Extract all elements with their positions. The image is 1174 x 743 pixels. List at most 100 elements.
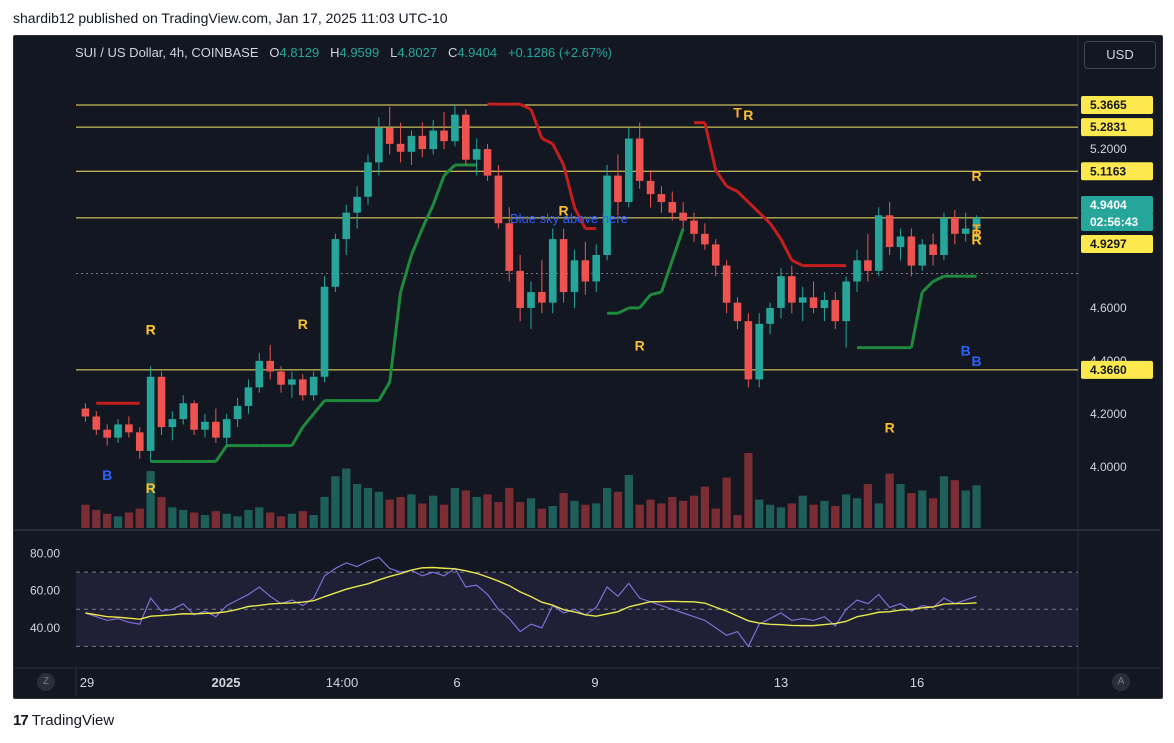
candle-body [125,424,133,433]
level-price-label-bg [1081,162,1153,181]
candle-body [548,239,557,303]
high-label: H [330,45,340,60]
volume-bar [928,498,938,528]
supertrend-segment [650,290,662,297]
currency-button[interactable]: USD [1084,41,1156,69]
volume-bar [200,515,210,528]
supertrend-segment [541,137,554,146]
chart-frame[interactable] [13,35,1163,699]
time-tick-label: 2025 [212,675,241,690]
volume-bar [592,503,601,528]
candle-body [81,408,90,417]
candle-body [429,130,437,150]
candle-body [918,244,927,266]
candle-body [581,260,590,282]
volume-bar [211,511,220,528]
candle-body [451,114,459,142]
volume-bar [342,468,351,528]
signal-label: R [972,168,982,184]
volume-bar [679,500,688,528]
signal-label: B [102,467,112,483]
close-value: 4.9404 [457,45,498,60]
volume-bar [646,499,655,528]
candle-body [538,292,546,303]
candle-body [527,292,535,308]
supertrend-segment [410,227,424,256]
volume-bar [320,496,329,528]
candle-body [733,302,742,322]
candle-body [874,215,883,271]
candle-body [103,429,111,438]
signal-label: R [635,337,645,353]
candle-body [646,180,655,195]
time-tick-label: 16 [910,675,924,690]
supertrend-segment [573,206,587,230]
signal-label: R [743,107,753,123]
current-price-label-bg [1081,213,1153,231]
candle-body [277,371,285,385]
symbol-legend: SUI / US Dollar, 4h, COINBASE O4.8129 H4… [75,45,612,60]
candle-body [570,260,579,293]
candle-body [755,323,764,380]
candle-body [798,297,807,303]
chart-annotation: Blue sky above here [510,211,628,226]
supertrend-segment [725,184,739,193]
volume-bar [624,474,633,528]
candle-body [461,114,470,160]
volume-bar [581,504,590,528]
candle-body [233,405,242,420]
volume-bar [516,502,525,528]
high-value: 4.9599 [339,45,380,60]
supertrend-segment [377,381,392,402]
candle-body [744,321,753,380]
supertrend-segment [747,200,761,214]
rsi-tick-label: 40.00 [30,621,60,635]
volume-bar [266,512,275,528]
time-tick-label: 13 [774,675,788,690]
candle-body [266,360,274,372]
candle-body [657,194,666,203]
candle-body [961,228,970,234]
candle-body [483,149,492,176]
volume-bar [570,500,579,528]
volume-bar [559,493,568,528]
volume-bar [907,493,916,528]
supertrend-segment [921,280,935,294]
signal-label: B [961,343,971,359]
volume-bar [450,487,460,528]
candle-body [146,376,155,451]
supertrend-segment [791,258,804,267]
z-button[interactable]: Z [37,673,55,691]
candle-body [244,387,253,406]
volume-bar [885,473,894,528]
candle-body [190,403,198,430]
volume-bar [255,507,264,528]
volume-bar [331,476,340,528]
level-price-label: 4.9297 [1090,237,1127,251]
volume-bar [472,496,481,528]
volume-bar [461,490,470,528]
volume-bar [809,504,818,528]
price-tick-label: 4.6000 [1090,301,1127,315]
candle-body [722,265,731,303]
volume-bar [863,484,873,528]
a-button[interactable]: A [1112,673,1130,691]
volume-bar [179,509,188,528]
candle-body [668,202,677,213]
volume-bar [961,490,970,528]
volume-bar [276,516,286,528]
candle-body [516,270,524,308]
volume-bar [135,508,144,528]
current-price-label: 4.9404 [1090,198,1127,212]
volume-bar [711,508,720,528]
signal-label: R [972,231,982,247]
volume-bar [168,507,177,528]
supertrend-segment [301,412,315,429]
volume-bar [842,494,851,528]
candle-body [625,138,633,203]
time-tick-label: 29 [80,675,94,690]
volume-bar [103,513,112,528]
volume-bar [776,507,786,528]
volume-bar [407,494,416,528]
